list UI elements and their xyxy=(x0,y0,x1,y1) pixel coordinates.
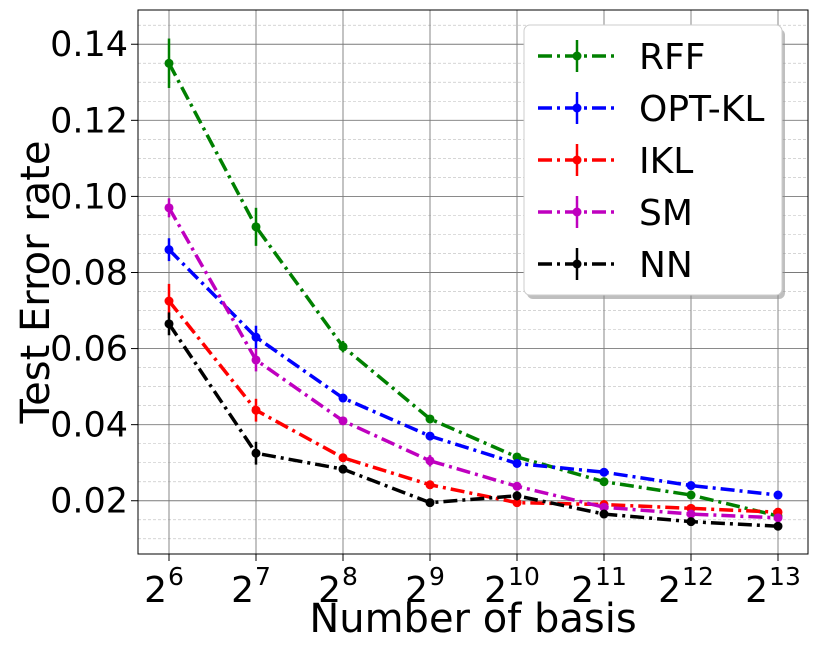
data-point xyxy=(512,491,522,501)
data-point xyxy=(773,521,783,531)
data-point xyxy=(599,477,609,487)
data-point xyxy=(338,453,348,463)
data-point xyxy=(425,480,435,490)
data-point xyxy=(251,448,261,458)
series-line xyxy=(167,248,779,497)
legend-marker xyxy=(572,51,582,61)
plot-frame xyxy=(137,9,809,555)
data-point xyxy=(251,222,261,232)
data-point xyxy=(599,502,609,512)
data-point xyxy=(686,481,696,491)
series-nn xyxy=(164,312,783,531)
series-line xyxy=(167,62,779,518)
legend-entry-nn: NN xyxy=(538,245,693,286)
legend-entry-ikl: IKL xyxy=(538,141,693,182)
data-point xyxy=(773,490,783,500)
data-point xyxy=(164,203,174,213)
x-axis-label: Number of basis xyxy=(309,596,636,642)
x-tick-label: 210 xyxy=(484,562,540,611)
legend-label: RFF xyxy=(639,37,705,78)
y-tick-label: 0.04 xyxy=(50,406,128,446)
x-tick-label: 28 xyxy=(318,562,358,611)
x-tick-label: 212 xyxy=(658,562,714,611)
data-point xyxy=(686,509,696,519)
legend-label: IKL xyxy=(639,141,693,182)
data-point xyxy=(512,452,522,462)
data-point xyxy=(512,498,522,508)
data-point xyxy=(686,490,696,500)
series-line xyxy=(167,322,779,528)
data-point xyxy=(425,414,435,424)
data-point xyxy=(512,458,522,468)
data-point xyxy=(164,296,174,306)
x-tick-label: 213 xyxy=(745,562,801,611)
data-point xyxy=(251,405,261,415)
legend-label: NN xyxy=(639,245,693,286)
data-point xyxy=(686,517,696,527)
legend-entry-rff: RFF xyxy=(538,37,705,78)
legend-label: SM xyxy=(639,193,693,234)
data-point xyxy=(425,456,435,466)
data-point xyxy=(773,513,783,523)
x-tick-label: 26 xyxy=(144,562,184,611)
x-tick-label: 27 xyxy=(231,562,271,611)
series-sm xyxy=(164,198,783,523)
data-point xyxy=(338,416,348,426)
data-point xyxy=(164,319,174,329)
legend-box xyxy=(523,24,783,296)
data-point xyxy=(338,464,348,474)
series-group xyxy=(164,38,783,531)
y-tick-label: 0.06 xyxy=(50,330,128,370)
legend: RFF OPT-KL IKL SM NN xyxy=(523,24,785,299)
axis-ticks: 0.02 0.04 0.06 0.08 0.10 0.12 0.14 26 27 28 29 210 2… xyxy=(50,25,801,611)
series-opt-kl xyxy=(164,238,783,500)
legend-label: OPT-KL xyxy=(639,89,764,130)
legend-entry-opt-kl: OPT-KL xyxy=(538,89,764,130)
y-tick-label: 0.02 xyxy=(50,482,128,522)
legend-marker xyxy=(572,103,582,113)
data-point xyxy=(425,431,435,441)
legend-entry-sm: SM xyxy=(538,193,693,234)
y-tick-label: 0.12 xyxy=(50,101,128,141)
data-point xyxy=(164,58,174,68)
data-point xyxy=(338,342,348,352)
data-point xyxy=(512,481,522,491)
data-point xyxy=(164,245,174,255)
series-line xyxy=(167,206,779,520)
series-line xyxy=(167,299,779,514)
data-point xyxy=(599,509,609,519)
series-ikl xyxy=(164,283,783,517)
y-axis-label: Test Error rate xyxy=(13,141,59,425)
data-point xyxy=(251,355,261,365)
legend-marker xyxy=(572,259,582,269)
y-tick-label: 0.14 xyxy=(50,25,128,65)
data-point xyxy=(599,467,609,477)
y-tick-label: 0.10 xyxy=(50,177,128,217)
x-tick-label: 29 xyxy=(405,562,445,611)
x-tick-label: 211 xyxy=(571,562,627,611)
data-point xyxy=(338,393,348,403)
data-point xyxy=(251,332,261,342)
legend-marker xyxy=(572,207,582,217)
legend-marker xyxy=(572,155,582,165)
data-point xyxy=(425,498,435,508)
y-tick-label: 0.08 xyxy=(50,253,128,293)
